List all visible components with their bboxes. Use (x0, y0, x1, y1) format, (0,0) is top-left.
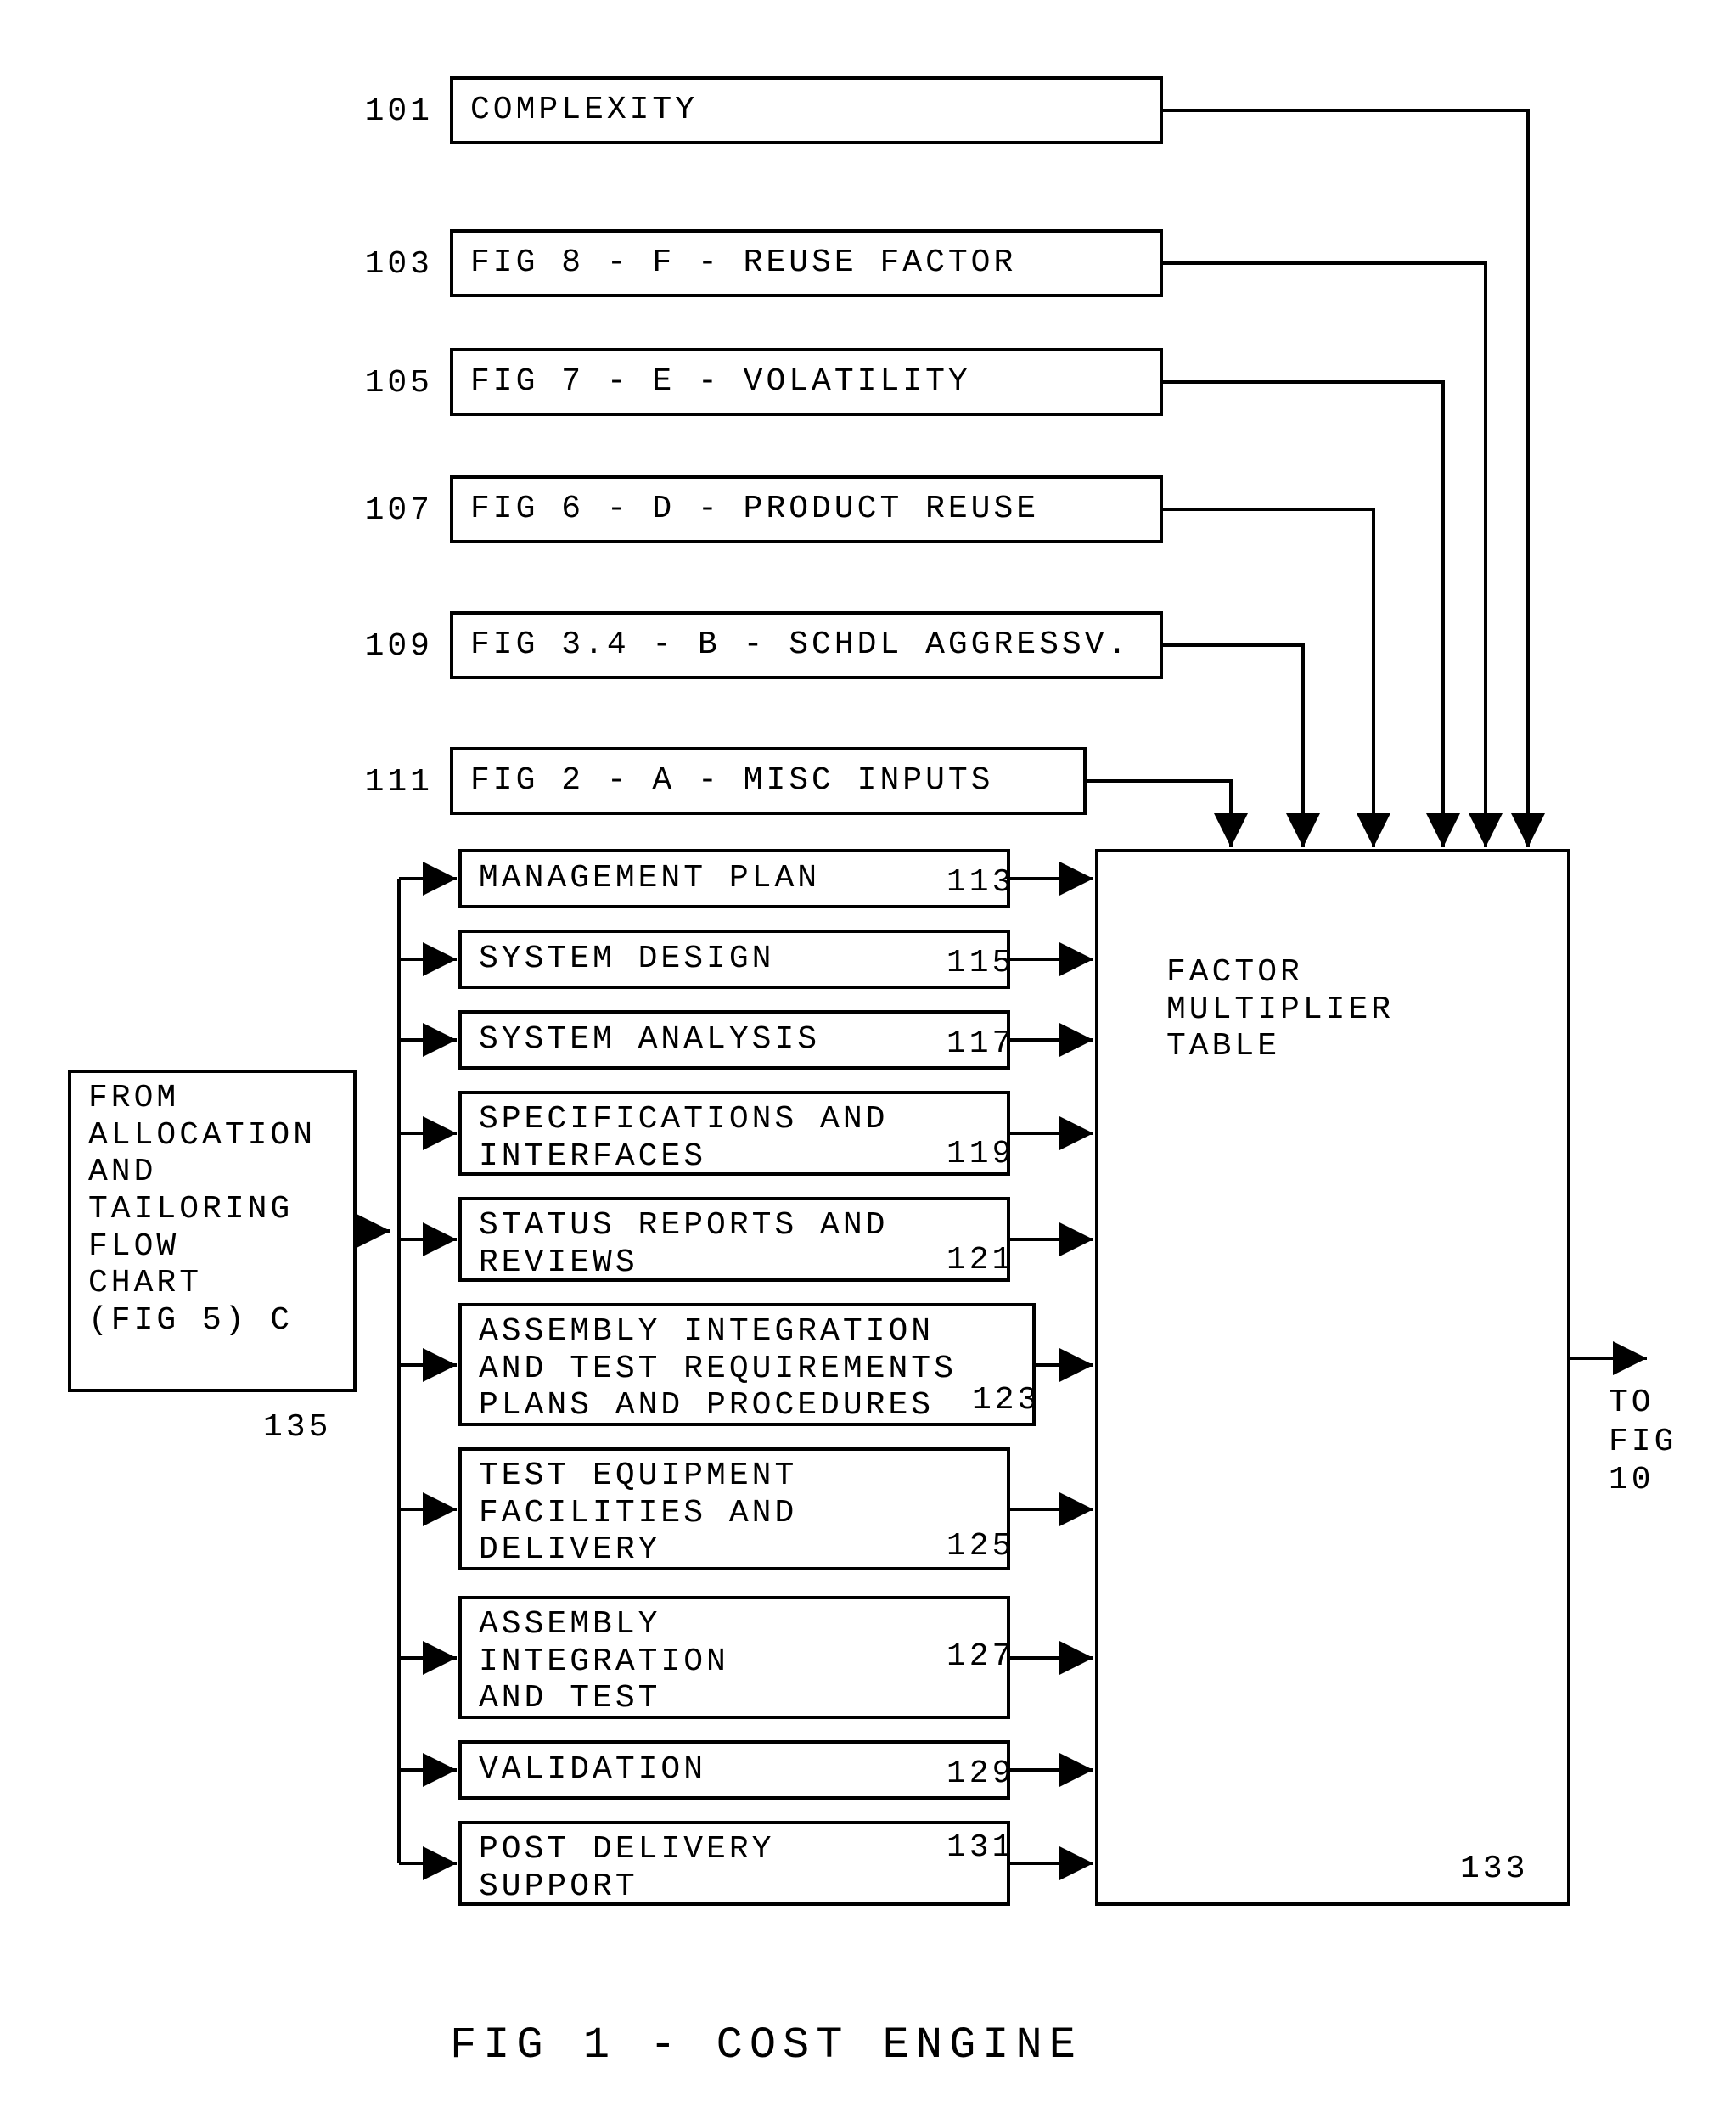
ref-129: 129 (947, 1756, 1014, 1792)
box-factor-multiplier-table: FACTOR MULTIPLIER TABLE (1095, 849, 1570, 1906)
box-misc-inputs-label: FIG 2 - A - MISC INPUTS (470, 762, 994, 800)
box-post-delivery: POST DELIVERYSUPPORT (458, 1821, 1010, 1906)
box-allocation-text: FROM ALLOCATION AND TAILORING FLOW CHART… (88, 1080, 316, 1340)
box-complexity-label: COMPLEXITY (470, 92, 698, 129)
box-assembly-integration-reqs: ASSEMBLY INTEGRATIONAND TEST REQUIREMENT… (458, 1303, 1036, 1426)
box-validation: VALIDATION (458, 1740, 1010, 1800)
ref-111: 111 (331, 764, 433, 801)
ref-125: 125 (947, 1528, 1014, 1565)
figure-title: FIG 1 - COST ENGINE (450, 2020, 1082, 2070)
box-allocation-source: FROM ALLOCATION AND TAILORING FLOW CHART… (68, 1070, 357, 1392)
box-status-reports: STATUS REPORTS ANDREVIEWS (458, 1197, 1010, 1282)
ref-113: 113 (947, 864, 1014, 901)
ref-115: 115 (947, 945, 1014, 981)
box-management-plan: MANAGEMENT PLAN (458, 849, 1010, 908)
box-volatility: FIG 7 - E - VOLATILITY (450, 348, 1163, 416)
ref-107: 107 (331, 492, 433, 529)
box-system-analysis: SYSTEM ANALYSIS (458, 1010, 1010, 1070)
box-reuse-factor-label: FIG 8 - F - REUSE FACTOR (470, 244, 1016, 282)
ref-109: 109 (331, 628, 433, 665)
ref-131: 131 (947, 1829, 1014, 1866)
box-product-reuse: FIG 6 - D - PRODUCT REUSE (450, 475, 1163, 543)
ref-135: 135 (263, 1409, 331, 1446)
diagram-canvas: 101 COMPLEXITY 103 FIG 8 - F - REUSE FAC… (0, 0, 1736, 2118)
ref-103: 103 (331, 246, 433, 283)
ref-117: 117 (947, 1025, 1014, 1062)
ref-123: 123 (972, 1382, 1040, 1419)
box-test-equipment: TEST EQUIPMENTFACILITIES ANDDELIVERY (458, 1447, 1010, 1570)
ref-127: 127 (947, 1638, 1014, 1675)
box-assembly-integration-test: ASSEMBLYINTEGRATIONAND TEST (458, 1596, 1010, 1719)
box-complexity: COMPLEXITY (450, 76, 1163, 144)
box-volatility-label: FIG 7 - E - VOLATILITY (470, 363, 971, 401)
ref-121: 121 (947, 1242, 1014, 1278)
ref-105: 105 (331, 365, 433, 402)
ref-119: 119 (947, 1136, 1014, 1172)
ref-101: 101 (331, 93, 433, 130)
box-reuse-factor: FIG 8 - F - REUSE FACTOR (450, 229, 1163, 297)
box-schdl-aggressv: FIG 3.4 - B - SCHDL AGGRESSV. (450, 611, 1163, 679)
box-specs-interfaces: SPECIFICATIONS ANDINTERFACES (458, 1091, 1010, 1176)
box-product-reuse-label: FIG 6 - D - PRODUCT REUSE (470, 491, 1039, 528)
box-misc-inputs: FIG 2 - A - MISC INPUTS (450, 747, 1087, 815)
output-label: TO FIG 10 (1609, 1384, 1677, 1500)
box-system-design: SYSTEM DESIGN (458, 930, 1010, 989)
factor-table-text: FACTOR MULTIPLIER TABLE (1166, 954, 1394, 1065)
ref-133: 133 (1460, 1851, 1528, 1887)
box-schdl-aggressv-label: FIG 3.4 - B - SCHDL AGGRESSV. (470, 626, 1130, 664)
